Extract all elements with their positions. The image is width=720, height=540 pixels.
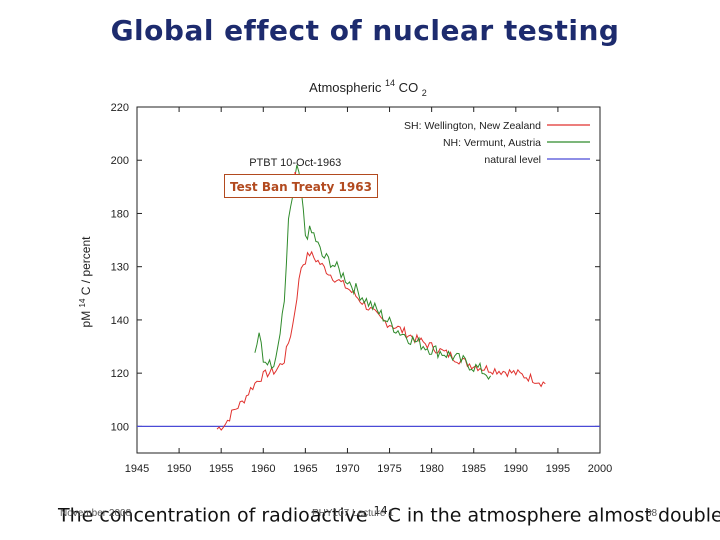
footer-date: November 2008: [60, 508, 132, 519]
test-ban-treaty-callout: Test Ban Treaty 1963: [224, 174, 378, 198]
y-tick-label: 220: [111, 102, 129, 114]
ptbt-label: PTBT 10-Oct-1963: [249, 157, 341, 169]
chart-title-sup: 14: [385, 78, 395, 88]
y-tick-label: 180: [111, 208, 129, 220]
x-tick-label: 1995: [546, 463, 570, 475]
chart-title-prefix: Atmospheric: [309, 80, 385, 95]
x-tick-label: 1950: [167, 463, 191, 475]
x-tick-label: 1980: [419, 463, 443, 475]
footer-page-number: 38: [646, 508, 658, 519]
slide-caption: The concentration of radioactive 14C in …: [58, 504, 720, 526]
chart-title: Atmospheric 14 CO 2: [309, 78, 427, 98]
chart-title-sub: 2: [422, 88, 427, 98]
y-axis-label-sup: 14: [78, 298, 87, 307]
legend-label: SH: Wellington, New Zealand: [404, 120, 541, 132]
caption-post: C in the atmosphere almost doubled.: [387, 504, 720, 527]
x-tick-label: 1965: [293, 463, 317, 475]
y-tick-label: 140: [111, 315, 129, 327]
legend: SH: Wellington, New Zealand NH: Vermunt, …: [392, 112, 596, 176]
caption-sup: 14: [373, 504, 388, 517]
x-tick-label: 1985: [461, 463, 485, 475]
x-tick-label: 1955: [209, 463, 233, 475]
x-tick-label: 1970: [335, 463, 359, 475]
caption-pre: The concentration of radioactive: [58, 504, 374, 527]
y-tick-label: 120: [111, 368, 129, 380]
y-axis-label-prefix: pM: [79, 307, 93, 327]
y-axis-label-main: C / percent: [79, 236, 93, 299]
y-axis-label: pM 14 C / percent: [78, 236, 93, 328]
x-tick-label: 1990: [504, 463, 528, 475]
slide-title: Global effect of nuclear testing: [110, 14, 620, 47]
plot-area-frame: [136, 106, 601, 454]
series-sh-wellington-line: [216, 250, 546, 431]
y-tick-label: 130: [111, 262, 129, 274]
y-tick-label: 100: [111, 421, 129, 433]
legend-label: NH: Vermunt, Austria: [443, 137, 541, 149]
footer-course: PHY107 Lecture 1: [312, 508, 394, 519]
x-tick-label: 1975: [377, 463, 401, 475]
legend-box: [392, 112, 596, 176]
legend-label: natural level: [484, 154, 541, 166]
x-tick-label: 1945: [125, 463, 149, 475]
x-tick-label: 1960: [251, 463, 275, 475]
y-tick-label: 200: [111, 155, 129, 167]
chart-title-main: CO: [395, 80, 422, 95]
x-tick-label: 2000: [588, 463, 612, 475]
